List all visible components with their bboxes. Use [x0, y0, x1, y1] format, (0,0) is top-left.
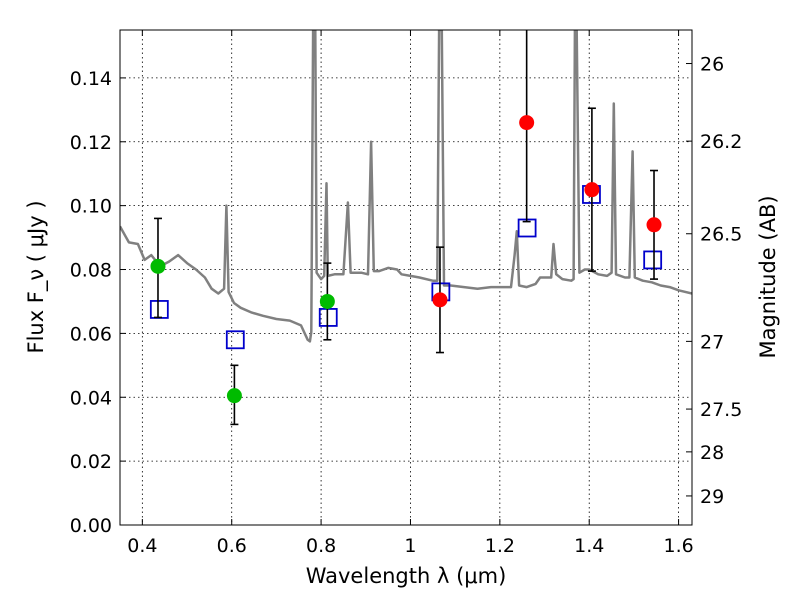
y-tick-label: 0.10 [70, 196, 112, 218]
y2-tick-label: 26.5 [700, 224, 742, 246]
grid-lines [120, 30, 692, 526]
model-square-marker [225, 330, 245, 350]
axis-ticks [120, 30, 692, 526]
x-tick-label: 0.6 [217, 535, 247, 557]
y2-tick-label: 26.2 [700, 131, 742, 153]
x-tick-label: 1.4 [574, 535, 604, 557]
x-tick-label: 0.8 [306, 535, 336, 557]
model-square-marker [318, 308, 338, 327]
y-tick-label: 0.14 [70, 68, 112, 90]
observed-flux-point [584, 182, 600, 198]
y2-tick-label: 27 [700, 331, 724, 353]
x-tick-label: 1.2 [485, 535, 515, 557]
y2-axis-label: Magnitude (AB) [756, 195, 780, 358]
y-axis-label: Flux F_ν ( μJy ) [24, 200, 49, 353]
y-tick-label: 0.02 [70, 451, 112, 473]
y2-tick-label: 28 [700, 442, 724, 464]
y-tick-label: 0.06 [70, 323, 112, 345]
x-tick-label: 0.4 [127, 535, 157, 557]
observed-flux-point [150, 258, 166, 274]
y2-tick-label: 27.5 [700, 399, 742, 421]
y-tick-label: 0.12 [70, 132, 112, 154]
observed-flux-point [319, 293, 335, 309]
observed-flux-point [226, 388, 242, 404]
x-axis-label: Wavelength λ (μm) [306, 564, 507, 588]
observed-flux-point [432, 292, 448, 308]
model-square-marker [149, 300, 169, 319]
y-tick-label: 0.00 [70, 515, 112, 537]
plot-frame [119, 29, 693, 526]
observed-flux-point [646, 217, 662, 233]
observed-flux-point [519, 115, 535, 131]
model-square-marker [643, 250, 663, 270]
y-tick-label: 0.08 [70, 260, 112, 282]
y2-tick-label: 26 [700, 54, 724, 76]
x-tick-label: 1 [404, 535, 416, 557]
y2-tick-label: 29 [700, 486, 724, 508]
spectrum-line [120, 30, 692, 343]
spectrum [120, 30, 692, 343]
y-tick-label: 0.04 [70, 387, 112, 409]
x-tick-label: 1.6 [663, 535, 693, 557]
photometry-markers [149, 30, 663, 426]
axis-tick-labels: 0.4 0.6 0.8 1 1.2 1.4 1.6 0.00 0.02 0.04 0.06 0.08 0… [70, 54, 743, 557]
